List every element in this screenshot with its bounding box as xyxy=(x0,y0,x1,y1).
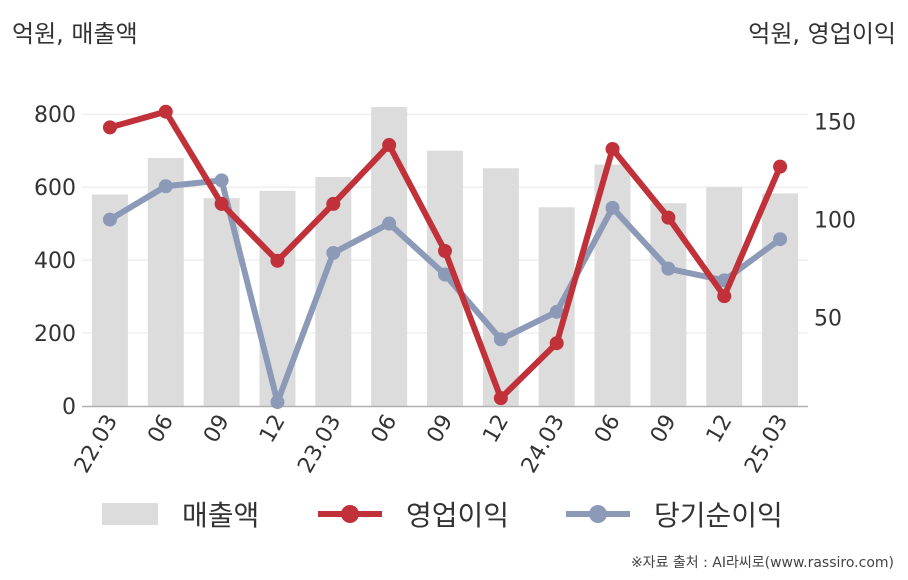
y-left-tick-label: 200 xyxy=(34,322,76,347)
x-tick-label: 06 xyxy=(143,411,179,448)
x-tick-label: 09 xyxy=(423,411,459,448)
legend-item-net: 당기순이익 xyxy=(566,492,783,536)
x-tick-label: 06 xyxy=(367,411,403,448)
operating-profit-point xyxy=(661,210,676,225)
net-profit-point xyxy=(158,179,173,194)
legend-op-swatch xyxy=(318,503,382,525)
x-tick-label: 25.03 xyxy=(740,411,793,478)
operating-profit-point xyxy=(102,120,117,135)
sales-bar xyxy=(91,194,128,406)
y-left-tick-label: 0 xyxy=(62,395,76,420)
sales-bars xyxy=(91,106,799,407)
legend-item-sales: 매출액 xyxy=(102,492,259,536)
net-profit-point xyxy=(605,200,620,215)
legend-sales-label: 매출액 xyxy=(182,499,260,532)
legend: 매출액 영업이익 당기순이익 xyxy=(0,492,908,536)
sales-bar xyxy=(762,193,799,406)
legend-item-op: 영업이익 xyxy=(318,492,509,536)
x-tick-label: 22.03 xyxy=(70,411,123,478)
operating-profit-point xyxy=(438,244,452,258)
net-profit-point xyxy=(773,232,788,247)
net-profit-point xyxy=(326,245,341,260)
y-left-tick-label: 800 xyxy=(34,103,76,128)
x-tick-label: 23.03 xyxy=(293,411,346,478)
x-tick-label: 24.03 xyxy=(517,411,570,478)
operating-profit-point xyxy=(773,159,788,174)
sales-bar xyxy=(147,158,184,406)
net-profit-point xyxy=(270,395,285,410)
net-profit-point xyxy=(382,216,397,231)
operating-profit-point xyxy=(493,391,508,406)
x-tick-label: 12 xyxy=(255,411,291,448)
source-note: ※자료 출처 : AI라씨로(www.rassiro.com) xyxy=(630,555,894,571)
legend-op-label: 영업이익 xyxy=(406,499,510,532)
x-tick-label: 09 xyxy=(646,411,682,448)
y-right-tick-label: 100 xyxy=(814,209,856,234)
x-tick-label: 12 xyxy=(702,411,738,448)
net-profit-point xyxy=(493,332,508,347)
x-tick-label: 09 xyxy=(199,411,235,448)
x-tick-label: 06 xyxy=(590,411,626,448)
net-profit-point xyxy=(549,304,564,319)
operating-profit-point xyxy=(605,141,620,156)
operating-profit-point xyxy=(326,196,341,211)
legend-net-swatch xyxy=(566,503,630,525)
net-profit-point xyxy=(438,267,452,282)
y-right-tick-label: 150 xyxy=(814,111,856,136)
operating-profit-point xyxy=(549,336,564,351)
operating-profit-point xyxy=(382,138,397,153)
legend-net-label: 당기순이익 xyxy=(654,499,783,532)
net-profit-point xyxy=(214,173,229,188)
legend-sales-swatch xyxy=(102,503,158,525)
y-right-tick-label: 50 xyxy=(814,307,842,332)
right-axis-unit: 억원, 영업이익 xyxy=(748,20,896,48)
y-left-tick-label: 400 xyxy=(34,249,76,274)
operating-profit-point xyxy=(158,104,173,119)
net-profit-point xyxy=(661,261,676,276)
operating-profit-point xyxy=(270,253,285,268)
x-tick-label: 12 xyxy=(478,411,514,448)
operating-profit-point xyxy=(717,289,732,304)
y-left-tick-label: 600 xyxy=(34,176,76,201)
net-profit-point xyxy=(102,212,117,227)
profit-lines xyxy=(102,104,788,410)
left-axis-unit: 억원, 매출액 xyxy=(12,20,138,48)
operating-profit-point xyxy=(214,196,229,211)
